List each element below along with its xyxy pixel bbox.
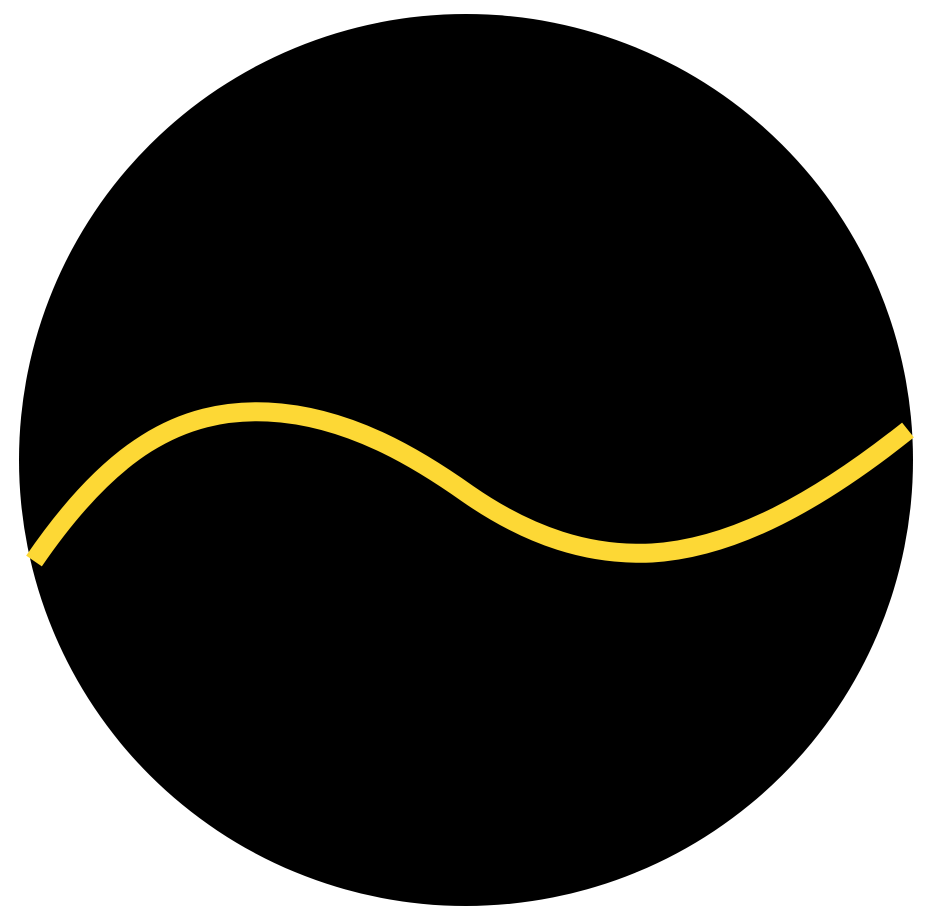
yellow-wave-line: [26, 402, 914, 567]
black-disc: [19, 14, 913, 906]
